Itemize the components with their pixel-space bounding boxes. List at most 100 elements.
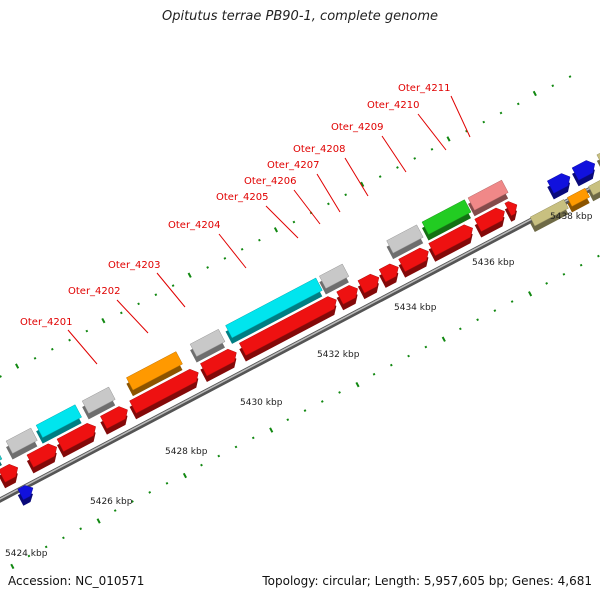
cds-red-1 (26, 443, 58, 474)
outer-tick (33, 356, 37, 360)
leader-2 (156, 272, 186, 308)
gene-label-7: Oter_4208 (293, 144, 346, 155)
inner-tick (459, 327, 462, 331)
outer-tick (516, 102, 520, 106)
outer-tick (223, 257, 227, 260)
kbp-label-4: 5432 kbp (317, 350, 360, 360)
cds-right-lower-2-face (588, 180, 600, 196)
cds-red-11-face (428, 224, 473, 257)
outer-tick (430, 147, 434, 151)
outer-tick (532, 90, 537, 97)
inner-tick (165, 481, 169, 485)
cds-upper-1 (5, 427, 38, 460)
outer-tick (15, 363, 20, 369)
cds-right-lower-0-face (529, 199, 569, 227)
inner-tick (148, 491, 152, 494)
outer-tick (568, 75, 572, 78)
cds-upper-4-face (126, 351, 183, 391)
outer-tick (482, 120, 486, 124)
gene-label-2: Oter_4203 (108, 260, 161, 271)
cds-right-lower-1-face (566, 187, 591, 207)
outer-tick (0, 375, 2, 378)
accession-text: Accession: NC_010571 (8, 574, 145, 588)
cds-red-7-face (336, 285, 358, 305)
cds-upper-5-face (189, 328, 226, 357)
cds-red-11 (428, 224, 473, 262)
inner-tick (131, 500, 134, 503)
kbp-label-7: 5438 kbp (550, 212, 593, 222)
cds-red-12 (474, 207, 505, 238)
inner-tick (96, 518, 101, 524)
inner-tick (200, 463, 203, 467)
inner-tick (389, 363, 393, 367)
cds-red-13-face (504, 201, 518, 217)
outer-tick (378, 175, 382, 178)
leader-3 (218, 233, 247, 269)
inner-tick (269, 427, 274, 433)
kbp-label-3: 5430 kbp (240, 398, 283, 408)
genome-stats-text: Topology: circular; Length: 5,957,605 bp… (262, 574, 592, 588)
cds-red-3-face (100, 406, 128, 430)
outer-tick (119, 311, 123, 315)
leader-7 (344, 157, 369, 197)
inner-tick (320, 400, 324, 403)
cds-red-3 (100, 406, 128, 435)
inner-tick (44, 545, 48, 549)
cds-red-13 (504, 201, 518, 222)
inner-tick (476, 318, 479, 322)
outer-tick (258, 238, 261, 242)
gene-label-3: Oter_4204 (168, 220, 221, 231)
cds-upper-6-face (225, 277, 323, 339)
inner-tick (441, 336, 446, 342)
inner-tick (286, 418, 290, 422)
outer-tick (137, 302, 140, 306)
cds-upper-3-face (81, 386, 116, 414)
cds-red-8-face (357, 273, 380, 294)
outer-tick (187, 272, 192, 278)
gene-label-4: Oter_4205 (216, 192, 269, 203)
outer-tick (171, 284, 175, 287)
inner-tick (407, 354, 410, 358)
inner-tick (303, 409, 307, 412)
inner-tick (424, 345, 428, 349)
cds-upper-7 (318, 263, 350, 295)
outer-tick (68, 338, 71, 342)
outer-tick (396, 166, 399, 169)
outer-tick (292, 220, 296, 224)
outer-tick (85, 329, 89, 333)
gene-labels: Oter_4201 Oter_4202 Oter_4203 Oter_4204 Oter… (20, 83, 451, 328)
cds-red-10 (398, 247, 429, 278)
cds-right-1-face (571, 160, 596, 181)
gene-label-leaders (67, 95, 471, 365)
cds-red-0 (0, 464, 19, 489)
inner-tick (528, 291, 533, 297)
map-title: Opitutus terrae PB90-1, complete genome (161, 9, 439, 24)
cds-upper-10-face (467, 179, 509, 211)
inner-tick (579, 263, 583, 267)
leader-9 (417, 113, 447, 151)
outer-tick (344, 193, 348, 197)
outer-tick (101, 317, 106, 324)
inner-tick (493, 309, 497, 312)
inner-tick (355, 381, 360, 388)
outer-tick (327, 202, 330, 206)
outer-tick (360, 181, 365, 188)
cds-upper-3 (81, 386, 116, 420)
cds-upper-0 (0, 454, 3, 467)
backbone-line (0, 181, 600, 503)
kbp-labels: 5424 kbp 5426 kbp 5428 kbp 5430 kbp 5432 kbp… (5, 212, 593, 559)
leader-6 (316, 173, 341, 213)
leader-10 (450, 95, 471, 138)
kbp-label-5: 5434 kbp (394, 303, 437, 313)
outer-tick (446, 136, 451, 142)
outer-tick (206, 266, 209, 269)
cds-right-lower-0 (529, 199, 569, 232)
gene-label-0: Oter_4201 (20, 317, 73, 328)
cds-upper-0-side (0, 461, 2, 467)
cds-upper-0-face (0, 454, 3, 461)
cds-red-8 (357, 273, 380, 300)
cds-red-4 (129, 368, 199, 420)
inner-tick (372, 372, 376, 376)
gene-label-10: Oter_4211 (398, 83, 451, 94)
cds-upper-6 (225, 277, 323, 344)
